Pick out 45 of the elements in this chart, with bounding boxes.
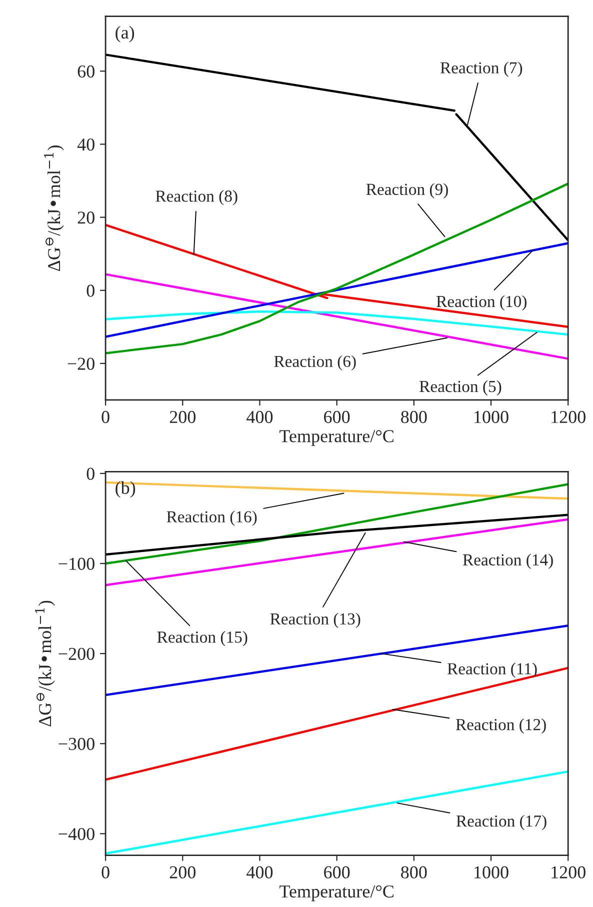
x-tick-label: 0 bbox=[102, 866, 110, 878]
annotation: Reaction (10) bbox=[436, 295, 526, 311]
y-tick-label: −20 bbox=[68, 358, 94, 370]
y-tick-label: 20 bbox=[78, 212, 94, 224]
x-tick-label: 200 bbox=[170, 410, 196, 424]
line-series bbox=[106, 310, 568, 336]
annotation: Reaction (8) bbox=[156, 190, 238, 206]
x-tick-label: 800 bbox=[401, 410, 427, 424]
annotation: Reaction (16) bbox=[166, 510, 257, 526]
x-tick-label: 200 bbox=[170, 866, 196, 878]
x-axis-title: Temperature/°C bbox=[280, 885, 394, 902]
y-tick-label: −400 bbox=[58, 828, 94, 840]
annotation: Reaction (12) bbox=[456, 718, 546, 734]
annotation: Reaction (7) bbox=[440, 62, 522, 77]
y-tick-label: 40 bbox=[77, 138, 94, 151]
x-tick-label: 800 bbox=[401, 866, 427, 878]
x-tick-label: 0 bbox=[102, 410, 110, 424]
annotation: Reaction (13) bbox=[270, 612, 360, 628]
annotation: Reaction (17) bbox=[456, 814, 546, 830]
annotation: Reaction (15) bbox=[157, 631, 248, 646]
annotation: Reaction (5) bbox=[420, 380, 502, 396]
y-tick-label: 0 bbox=[86, 468, 94, 480]
x-tick-label: 1200 bbox=[552, 866, 586, 878]
y-tick-label: −300 bbox=[58, 738, 94, 750]
annotation: (a) bbox=[116, 26, 134, 42]
x-tick-label: 1200 bbox=[552, 410, 586, 424]
x-tick-label: 600 bbox=[324, 410, 350, 424]
y-tick-label: −200 bbox=[58, 648, 94, 660]
annotation: Reaction (6) bbox=[274, 355, 356, 370]
y-axis-title: ΔG$^{⊖}$/(kJ•mol$^{−1}$) bbox=[35, 600, 55, 726]
annotation: (b) bbox=[116, 481, 136, 498]
y-tick-label: 0 bbox=[86, 284, 94, 297]
x-tick-label: 400 bbox=[246, 866, 273, 878]
x-tick-label: 600 bbox=[324, 866, 350, 878]
annotation: Reaction (14) bbox=[462, 554, 553, 569]
y-tick-label: 60 bbox=[78, 65, 94, 78]
annotation: Reaction (9) bbox=[366, 183, 448, 198]
x-tick-label: 400 bbox=[246, 410, 273, 424]
y-axis-title: ΔG$^{⊖}$/(kJ•mol$^{−1}$) bbox=[44, 146, 64, 272]
annotation: Reaction (11) bbox=[447, 662, 537, 678]
line-series bbox=[106, 182, 568, 354]
x-axis-title: Temperature/°C bbox=[280, 430, 394, 446]
y-tick-label: −100 bbox=[58, 558, 94, 570]
x-tick-label: 1000 bbox=[474, 866, 508, 878]
x-tick-label: 1000 bbox=[474, 410, 508, 424]
